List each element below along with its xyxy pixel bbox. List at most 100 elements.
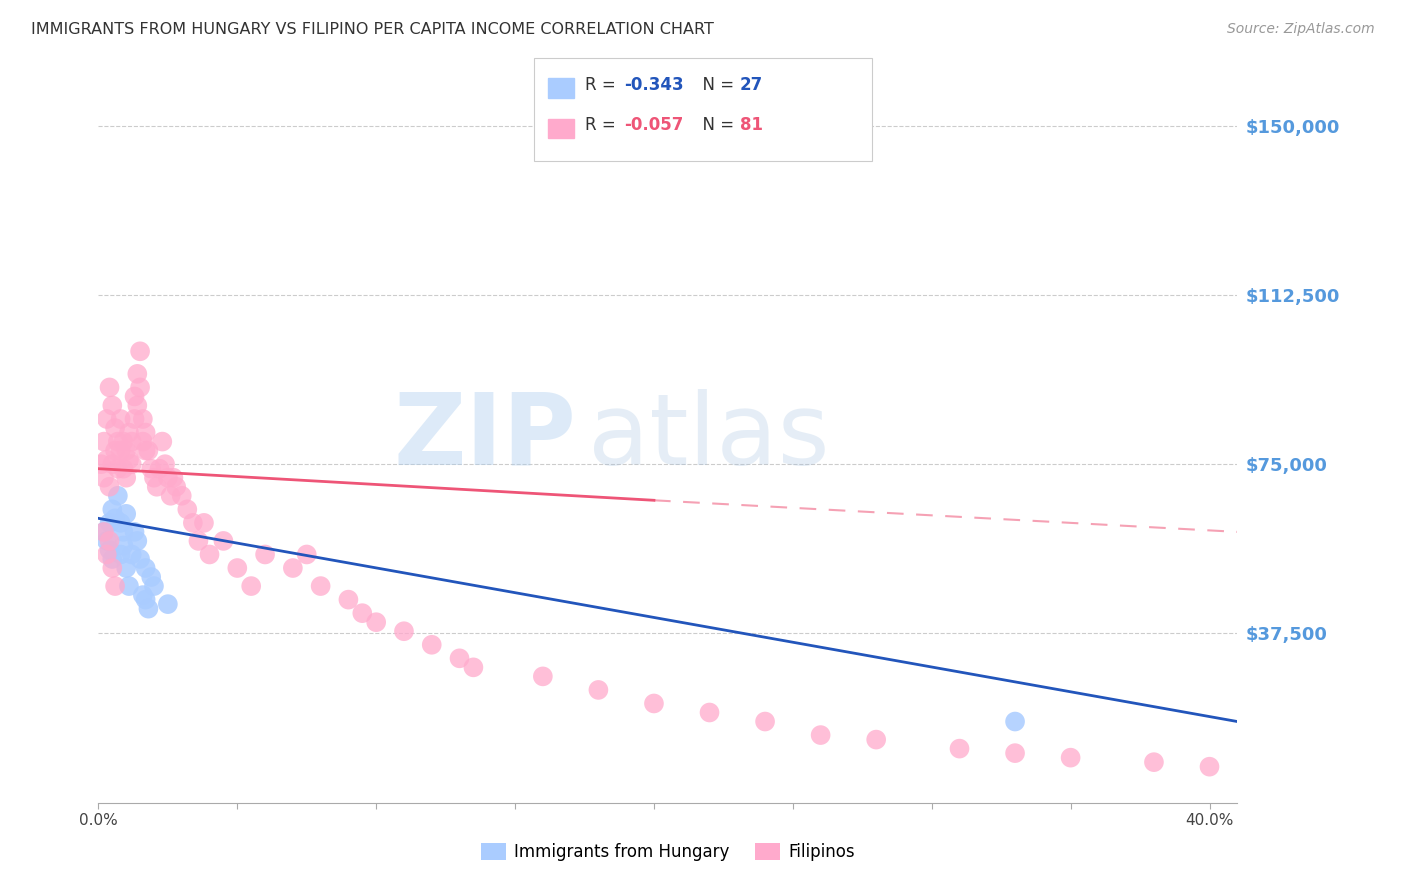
Point — [392, 624, 415, 639]
Point — [110, 548, 132, 562]
Point — [588, 682, 610, 697]
Point — [754, 714, 776, 729]
Point — [93, 434, 115, 449]
Point — [110, 443, 132, 458]
Point — [181, 516, 204, 530]
Point — [129, 552, 152, 566]
Point — [96, 533, 118, 548]
Text: N =: N = — [692, 116, 740, 134]
Text: IMMIGRANTS FROM HUNGARY VS FILIPINO PER CAPITA INCOME CORRELATION CHART: IMMIGRANTS FROM HUNGARY VS FILIPINO PER … — [31, 22, 714, 37]
Point — [101, 399, 124, 413]
Point — [153, 457, 176, 471]
Point — [127, 367, 149, 381]
Point — [98, 480, 121, 494]
Text: 27: 27 — [740, 76, 763, 94]
Point — [110, 516, 132, 530]
Point — [162, 471, 184, 485]
Point — [124, 524, 146, 539]
Point — [118, 452, 141, 467]
Point — [104, 421, 127, 435]
Point — [132, 434, 155, 449]
Point — [449, 651, 471, 665]
Point — [143, 471, 166, 485]
Point — [93, 524, 115, 539]
Point — [124, 389, 146, 403]
Point — [121, 457, 143, 471]
Text: Source: ZipAtlas.com: Source: ZipAtlas.com — [1227, 22, 1375, 37]
Point — [127, 533, 149, 548]
Point — [101, 502, 124, 516]
Point — [187, 533, 209, 548]
Point — [101, 561, 124, 575]
Point — [121, 548, 143, 562]
Point — [145, 480, 167, 494]
Point — [104, 579, 127, 593]
Text: atlas: atlas — [588, 389, 830, 485]
Point — [212, 533, 235, 548]
Point — [96, 412, 118, 426]
Point — [531, 669, 554, 683]
Point — [138, 443, 160, 458]
Point — [295, 548, 318, 562]
Legend: Immigrants from Hungary, Filipinos: Immigrants from Hungary, Filipinos — [474, 836, 862, 868]
Text: N =: N = — [692, 76, 740, 94]
Point — [948, 741, 970, 756]
Point — [132, 412, 155, 426]
Point — [98, 543, 121, 558]
Point — [281, 561, 304, 575]
Point — [1198, 760, 1220, 774]
Point — [101, 552, 124, 566]
Point — [115, 471, 138, 485]
Point — [101, 457, 124, 471]
Point — [93, 524, 115, 539]
Point — [118, 579, 141, 593]
Point — [420, 638, 443, 652]
Point — [1004, 746, 1026, 760]
Point — [170, 489, 193, 503]
Point — [1059, 750, 1081, 764]
Text: R =: R = — [585, 116, 621, 134]
Text: 81: 81 — [740, 116, 762, 134]
Point — [135, 443, 157, 458]
Point — [135, 592, 157, 607]
Point — [226, 561, 249, 575]
Point — [98, 516, 121, 530]
Point — [121, 434, 143, 449]
Point — [165, 480, 187, 494]
Point — [107, 489, 129, 503]
Point — [107, 461, 129, 475]
Point — [112, 524, 135, 539]
Point — [98, 380, 121, 394]
Point — [129, 380, 152, 394]
Point — [352, 606, 374, 620]
Point — [115, 561, 138, 575]
Point — [156, 471, 179, 485]
Point — [643, 697, 665, 711]
Point — [127, 399, 149, 413]
Point — [810, 728, 832, 742]
Point — [96, 548, 118, 562]
Point — [156, 597, 179, 611]
Point — [1143, 755, 1166, 769]
Point — [337, 592, 360, 607]
Point — [309, 579, 332, 593]
Point — [118, 425, 141, 440]
Point — [107, 434, 129, 449]
Point — [112, 538, 135, 552]
Point — [865, 732, 887, 747]
Point — [115, 443, 138, 458]
Point — [141, 570, 163, 584]
Point — [98, 533, 121, 548]
Text: R =: R = — [585, 76, 621, 94]
Point — [93, 471, 115, 485]
Point — [699, 706, 721, 720]
Point — [148, 461, 170, 475]
Point — [141, 461, 163, 475]
Point — [129, 344, 152, 359]
Point — [104, 511, 127, 525]
Point — [143, 579, 166, 593]
Point — [104, 443, 127, 458]
Point — [90, 457, 112, 471]
Point — [138, 601, 160, 615]
Point — [1004, 714, 1026, 729]
